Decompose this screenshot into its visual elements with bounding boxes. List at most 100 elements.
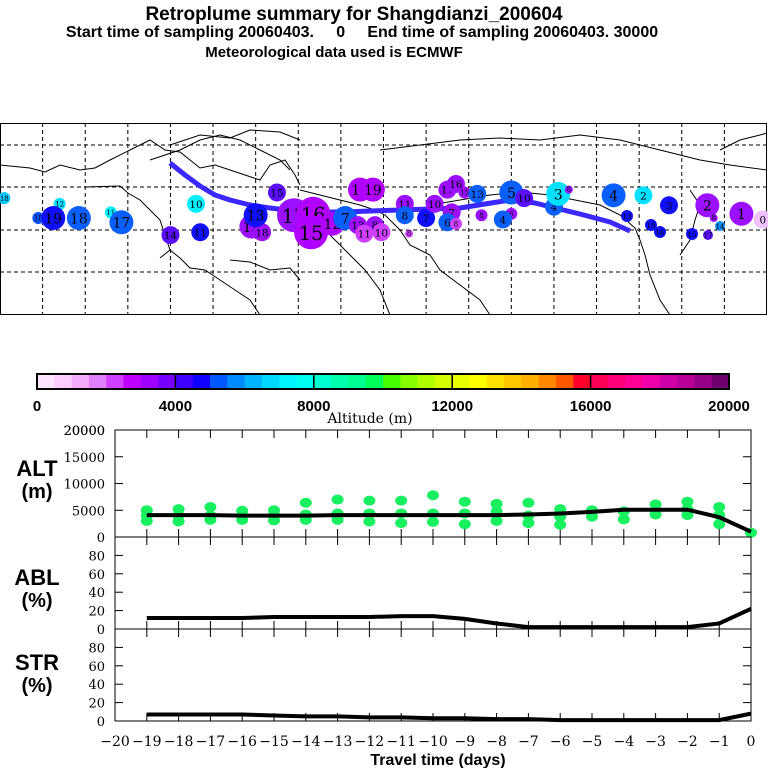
plume-cluster — [468, 184, 487, 203]
colorbar-segment — [521, 374, 540, 389]
plume-cluster — [695, 193, 720, 218]
plume-cluster-label: 8 — [479, 212, 483, 220]
plume-cluster — [753, 210, 768, 229]
plume-cluster-label: 14 — [716, 223, 725, 231]
plume-cluster — [645, 219, 657, 231]
plume-cluster-label: 8 — [454, 220, 458, 228]
plume-cluster — [32, 212, 45, 225]
plume-cluster-label: 14 — [164, 230, 178, 242]
plume-cluster-label: 1 — [737, 207, 746, 223]
plume-cluster — [360, 177, 385, 202]
colorbar-tick-label: 12000 — [431, 398, 473, 415]
colorbar-segment — [400, 374, 419, 389]
plume-cluster-label: 10 — [189, 199, 202, 211]
plume-cluster — [267, 183, 286, 202]
plume-cluster-label: 15 — [299, 222, 324, 245]
x-tick-label: −4 — [613, 734, 634, 750]
plume-cluster-label: 13 — [623, 213, 632, 221]
plume-cluster-label: 18 — [34, 215, 43, 223]
colorbar-segment — [106, 374, 124, 389]
altitude-scatter-point — [331, 514, 344, 525]
x-tick-label: −12 — [355, 734, 385, 750]
coastline — [0, 139, 301, 186]
altitude-scatter-point — [140, 515, 153, 526]
plume-cluster — [634, 186, 653, 205]
colorbar-tick-label: 8000 — [297, 398, 330, 415]
colorbar-segment — [625, 374, 643, 389]
altitude-scatter-point — [458, 519, 471, 530]
plume-cluster — [475, 209, 488, 222]
altitude-scatter-point — [713, 519, 726, 530]
chart-title: Retroplume summary for Shangdianzi_20060… — [145, 4, 563, 25]
altitude-scatter-point — [363, 516, 376, 527]
plume-cluster — [372, 223, 391, 242]
plume-cluster-label: 18 — [70, 211, 88, 227]
y-tick-label-alt: 20000 — [64, 424, 105, 439]
plume-cluster-label: 13 — [471, 189, 484, 201]
altitude-scatter-point — [522, 518, 535, 529]
colorbar-segment — [331, 374, 349, 389]
plume-cluster-label: 15 — [688, 231, 697, 239]
plume-cluster-label: 13 — [247, 209, 265, 225]
y-tick-label-alt: 15000 — [64, 451, 105, 466]
panel-alt — [114, 429, 757, 538]
series-line-str — [146, 711, 752, 723]
colorbar-tick-label: 0 — [33, 398, 41, 415]
plume-cluster-label: 5 — [507, 186, 516, 202]
plume-cluster-label: 8 — [407, 229, 411, 237]
altitude-scatter-point — [617, 514, 630, 525]
coastline — [169, 249, 261, 316]
colorbar-segment — [140, 374, 159, 389]
plume-cluster — [654, 226, 666, 238]
colorbar-segment — [192, 374, 211, 389]
altitude-scatter-point — [204, 502, 217, 513]
y-tick-label-abl: 40 — [88, 586, 105, 601]
y-tick-label-abl: 0 — [97, 623, 105, 638]
x-tick-label: −8 — [486, 734, 507, 750]
colorbar-tick-label: 16000 — [570, 398, 612, 415]
colorbar-segment — [54, 374, 73, 389]
coastline — [719, 132, 768, 151]
plume-cluster-label: 18 — [255, 227, 268, 239]
plume-cluster — [564, 185, 573, 194]
coastline — [84, 185, 171, 259]
plume-cluster-label: 16 — [656, 229, 665, 237]
plume-cluster-label: 17 — [704, 232, 713, 240]
x-tick-label: −13 — [323, 734, 353, 750]
altitude-scatter-point — [331, 494, 344, 505]
plume-cluster-label: 8 — [402, 210, 409, 222]
plume-cluster-label: 6 — [509, 210, 514, 218]
altitude-scatter-point — [458, 496, 471, 507]
colorbar-segment — [313, 374, 332, 389]
colorbar-segment — [469, 374, 488, 389]
altitude-scatter-point — [649, 499, 662, 510]
panel-label-alt: ALT — [16, 456, 58, 481]
plume-cluster-label: 8 — [567, 185, 571, 193]
colorbar-segment — [261, 374, 280, 389]
plume-cluster — [621, 210, 633, 222]
plume-cluster-label: 3 — [666, 200, 673, 212]
plume-cluster — [493, 210, 512, 229]
colorbar-segment — [711, 374, 730, 389]
x-tick-label: −17 — [196, 734, 226, 750]
altitude-scatter-point — [299, 497, 312, 508]
plume-cluster-label: 12 — [55, 201, 64, 209]
x-tick-label: −1 — [709, 734, 730, 750]
plume-cluster-label: 0 — [759, 215, 766, 227]
plume-cluster — [458, 186, 471, 199]
series-line-alt — [146, 507, 752, 534]
plume-cluster-label: 10 — [375, 227, 388, 239]
plume-cluster-label: 6 — [444, 217, 451, 229]
x-tick-label: −19 — [132, 734, 162, 750]
chart-subtitle: Start time of sampling 20060403. 0 End t… — [65, 24, 659, 41]
plume-cluster-label: 7 — [341, 211, 350, 227]
altitude-scatter-point — [522, 497, 535, 508]
plume-cluster-label: 16 — [449, 179, 462, 191]
plume-cluster-label: 19 — [364, 183, 382, 199]
y-tick-label-str: 20 — [88, 697, 105, 712]
plume-cluster-label: 19 — [44, 211, 62, 227]
x-tick-label: −6 — [550, 734, 571, 750]
plume-cluster-label: 4 — [500, 215, 507, 227]
plume-cluster — [405, 229, 414, 238]
